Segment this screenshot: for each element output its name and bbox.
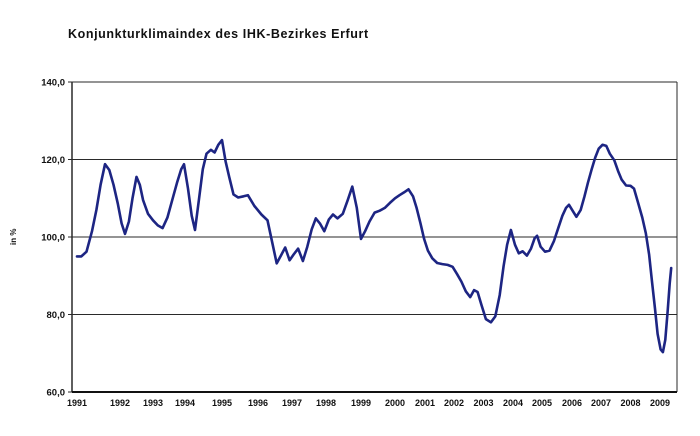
x-axis-tick-label: 1994 <box>175 398 195 408</box>
x-axis-tick-label: 2008 <box>620 398 640 408</box>
x-axis-tick-label: 2000 <box>385 398 405 408</box>
x-axis-tick-label: 2009 <box>650 398 670 408</box>
x-axis-tick-label: 2001 <box>415 398 435 408</box>
x-axis-tick-label: 2003 <box>473 398 493 408</box>
y-axis-tick-label: 140,0 <box>41 78 65 89</box>
y-axis-title: in % <box>9 229 18 245</box>
y-axis-tick-label: 80,0 <box>47 310 66 321</box>
chart-title: Konjunkturklimaindex des IHK-Bezirkes Er… <box>68 27 369 41</box>
x-axis-tick-label: 1992 <box>110 398 130 408</box>
x-axis-tick-label: 1997 <box>282 398 302 408</box>
x-axis-tick-label: 1998 <box>316 398 336 408</box>
series-line <box>75 138 673 354</box>
x-axis-tick-label: 1995 <box>212 398 232 408</box>
x-axis-tick-label: 1999 <box>351 398 371 408</box>
x-axis-tick-label: 1993 <box>143 398 163 408</box>
x-axis-tick-label: 2004 <box>503 398 523 408</box>
x-axis-tick-label: 2006 <box>562 398 582 408</box>
y-axis-tick-label: 120,0 <box>41 155 65 166</box>
x-axis-tick-label: 2007 <box>591 398 611 408</box>
x-axis-tick-label: 2002 <box>444 398 464 408</box>
x-axis-tick-label: 1996 <box>248 398 268 408</box>
y-axis-tick-label: 60,0 <box>47 388 66 399</box>
y-axis-tick-label: 100,0 <box>41 233 65 244</box>
x-axis-tick-label: 1991 <box>67 398 87 408</box>
x-axis-tick-label: 2005 <box>532 398 552 408</box>
